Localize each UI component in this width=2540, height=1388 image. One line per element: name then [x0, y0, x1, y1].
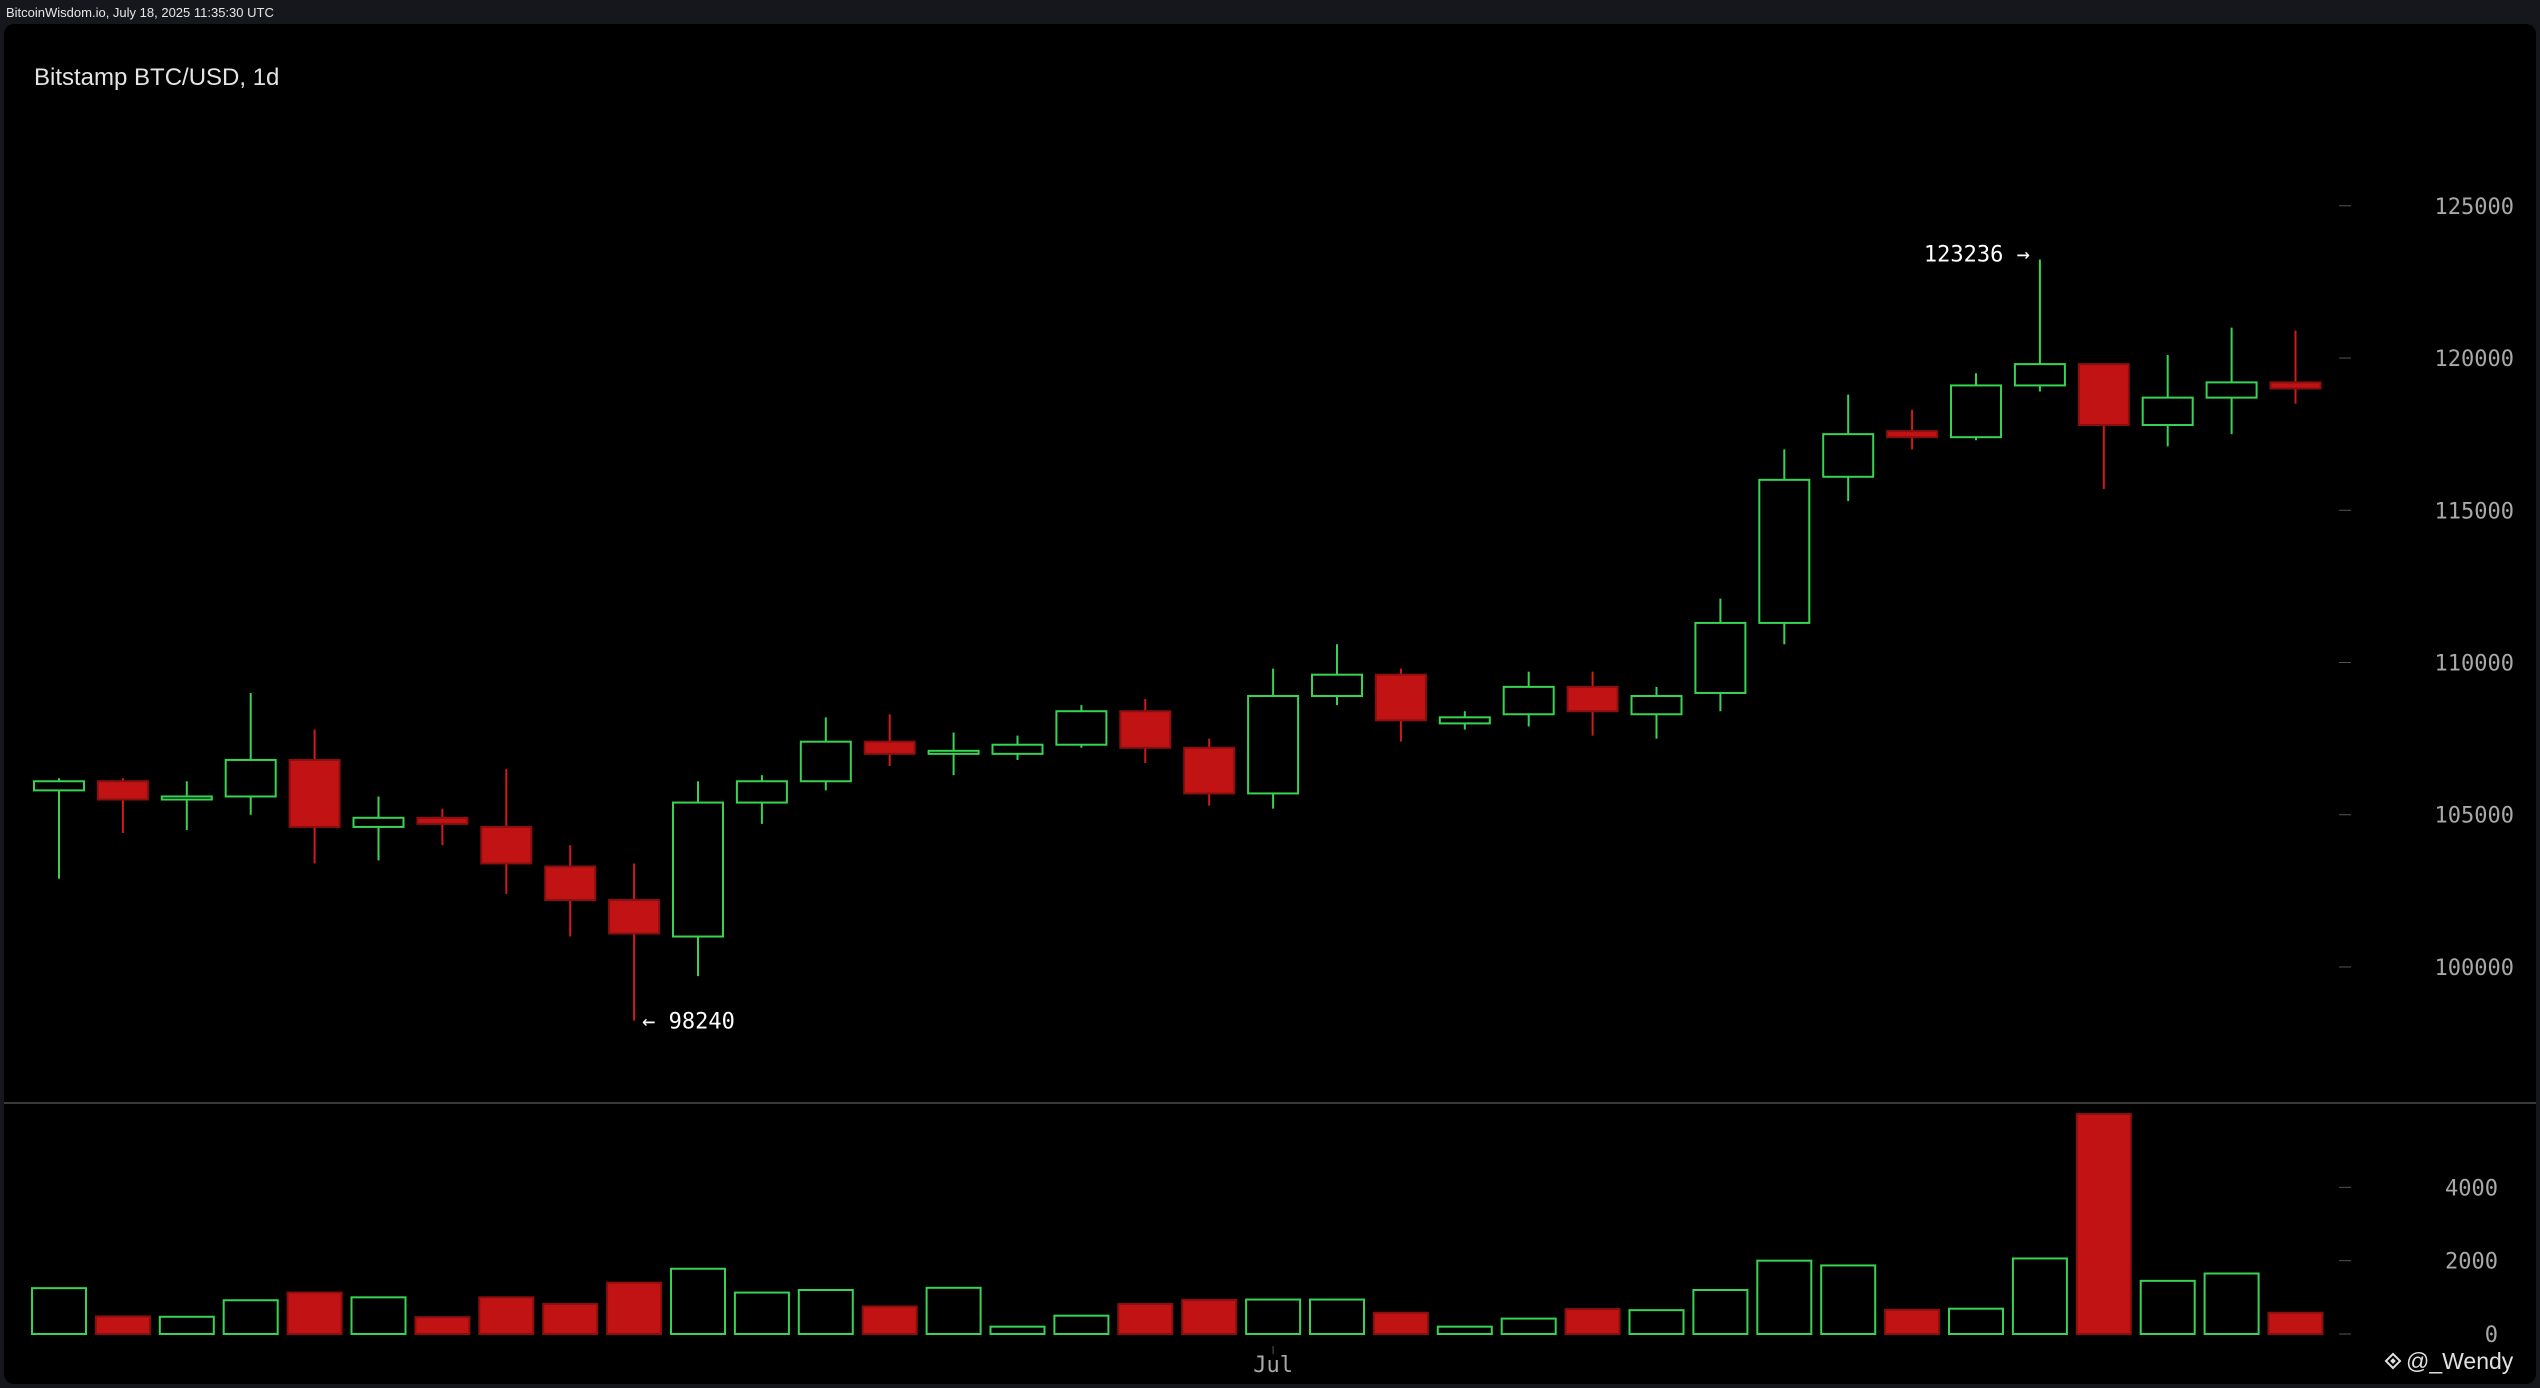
price-tick-label: 105000	[2435, 804, 2514, 829]
volume-bar-up	[350, 1296, 407, 1336]
volume-bar-up	[1692, 1289, 1749, 1335]
volume-bar-up	[1500, 1317, 1557, 1335]
candle-body-up	[1247, 695, 1300, 795]
volume-bar-up	[1820, 1264, 1877, 1336]
candle-body-up	[1438, 716, 1491, 725]
candle-body-up	[1311, 673, 1363, 698]
candle-body-down	[2077, 363, 2130, 427]
volume-bar-up	[2139, 1279, 2196, 1336]
candle-body-up	[1950, 384, 2002, 439]
volume-bar-down	[414, 1316, 471, 1335]
candle-body-up	[33, 780, 85, 792]
candle-body-down	[1374, 673, 1427, 722]
volume-bar-up	[2011, 1257, 2068, 1336]
volume-bar-up	[1245, 1298, 1302, 1335]
volume-bar-up	[1309, 1298, 1365, 1335]
candle-body-up	[927, 749, 980, 755]
volume-bar-up	[1628, 1309, 1685, 1335]
volume-bar-up	[670, 1267, 726, 1335]
candle-body-up	[224, 758, 277, 798]
chart-panel: Bitstamp BTC/USD, 1d 125000 120000 115000 1…	[4, 24, 2536, 1384]
candle-body-down	[2269, 381, 2322, 390]
candle-body-down	[1886, 430, 1939, 439]
volume-tick-label: 0	[2485, 1323, 2498, 1348]
candle-body-down	[863, 740, 916, 755]
candle-body-down	[480, 825, 533, 865]
volume-bar-up	[925, 1286, 982, 1336]
candle-body-down	[1183, 746, 1236, 795]
watermark-text: @_Wendy	[2406, 1348, 2514, 1374]
volume-bar-down	[1181, 1298, 1238, 1336]
volume-bar-up	[31, 1287, 87, 1335]
price-tick-label: 115000	[2435, 499, 2514, 524]
candle-body-down	[544, 865, 597, 901]
volume-bar-down	[286, 1291, 343, 1335]
price-tick-label: 125000	[2435, 195, 2514, 220]
candle-body-up	[2141, 396, 2194, 427]
candle-body-up	[1502, 685, 1555, 716]
volume-bar-up	[2203, 1272, 2260, 1335]
volume-bar-down	[2075, 1113, 2132, 1335]
volume-bar-down	[94, 1315, 151, 1336]
candle-body-up	[160, 795, 213, 801]
low-annotation: ← 98240	[642, 1010, 735, 1035]
candle-body-up	[1822, 433, 1875, 478]
volume-bar-down	[478, 1296, 535, 1336]
candle-body-up	[1055, 710, 1108, 746]
price-tick-label: 100000	[2435, 956, 2514, 981]
volume-bar-up	[1053, 1314, 1110, 1335]
candlestick-chart: 125000 120000 115000 110000 105000 100000 4000…	[4, 195, 2536, 1378]
volume-bar-up	[1756, 1259, 1813, 1335]
volume-tick-label: 2000	[2445, 1250, 2498, 1275]
candle-body-up	[672, 801, 724, 938]
x-tick-label: Jul	[1253, 1353, 1293, 1378]
candle-body-up	[2013, 363, 2066, 387]
high-annotation: 123236 →	[1924, 243, 2030, 268]
price-tick-label: 120000	[2435, 347, 2514, 372]
candle-body-down	[416, 816, 469, 825]
candle-body-down	[608, 899, 661, 935]
volume-bar-up	[222, 1299, 279, 1336]
volume-bar-down	[1117, 1302, 1174, 1336]
source-header: BitcoinWisdom.io, July 18, 2025 11:35:30…	[0, 0, 2540, 24]
price-tick-label: 110000	[2435, 652, 2514, 677]
candle-body-up	[735, 780, 788, 804]
volume-bar-down	[861, 1305, 918, 1335]
candle-body-up	[1630, 695, 1683, 716]
candle-body-up	[1758, 478, 1811, 624]
candle-body-down	[288, 758, 341, 828]
volume-bar-up	[797, 1289, 854, 1335]
candle-body-down	[1119, 710, 1172, 749]
volume-bar-down	[1564, 1308, 1621, 1335]
chart-title: Bitstamp BTC/USD, 1d	[34, 64, 280, 91]
volume-bar-up	[1948, 1307, 2004, 1335]
volume-tick-label: 4000	[2445, 1176, 2498, 1201]
volume-bar-down	[542, 1302, 599, 1336]
volume-bar-up	[158, 1315, 215, 1336]
volume-bar-down	[2267, 1311, 2324, 1335]
volume-bar-down	[1884, 1308, 1941, 1336]
watermark: @_Wendy	[2378, 1348, 2513, 1375]
volume-bar-down	[606, 1281, 663, 1335]
volume-bar-up	[1436, 1325, 1493, 1335]
binance-square-icon	[2384, 1352, 2402, 1370]
candle-body-up	[352, 816, 405, 828]
volume-bar-down	[1372, 1311, 1429, 1335]
candle-body-down	[96, 780, 149, 801]
candle-body-up	[991, 743, 1044, 755]
source-stamp: BitcoinWisdom.io, July 18, 2025 11:35:30…	[6, 5, 274, 20]
volume-bar-up	[989, 1325, 1046, 1335]
candle-body-up	[1694, 621, 1747, 694]
candle-body-down	[1566, 685, 1619, 713]
volume-bar-up	[733, 1291, 790, 1335]
candle-body-up	[2205, 381, 2258, 399]
candle-body-up	[799, 740, 852, 783]
